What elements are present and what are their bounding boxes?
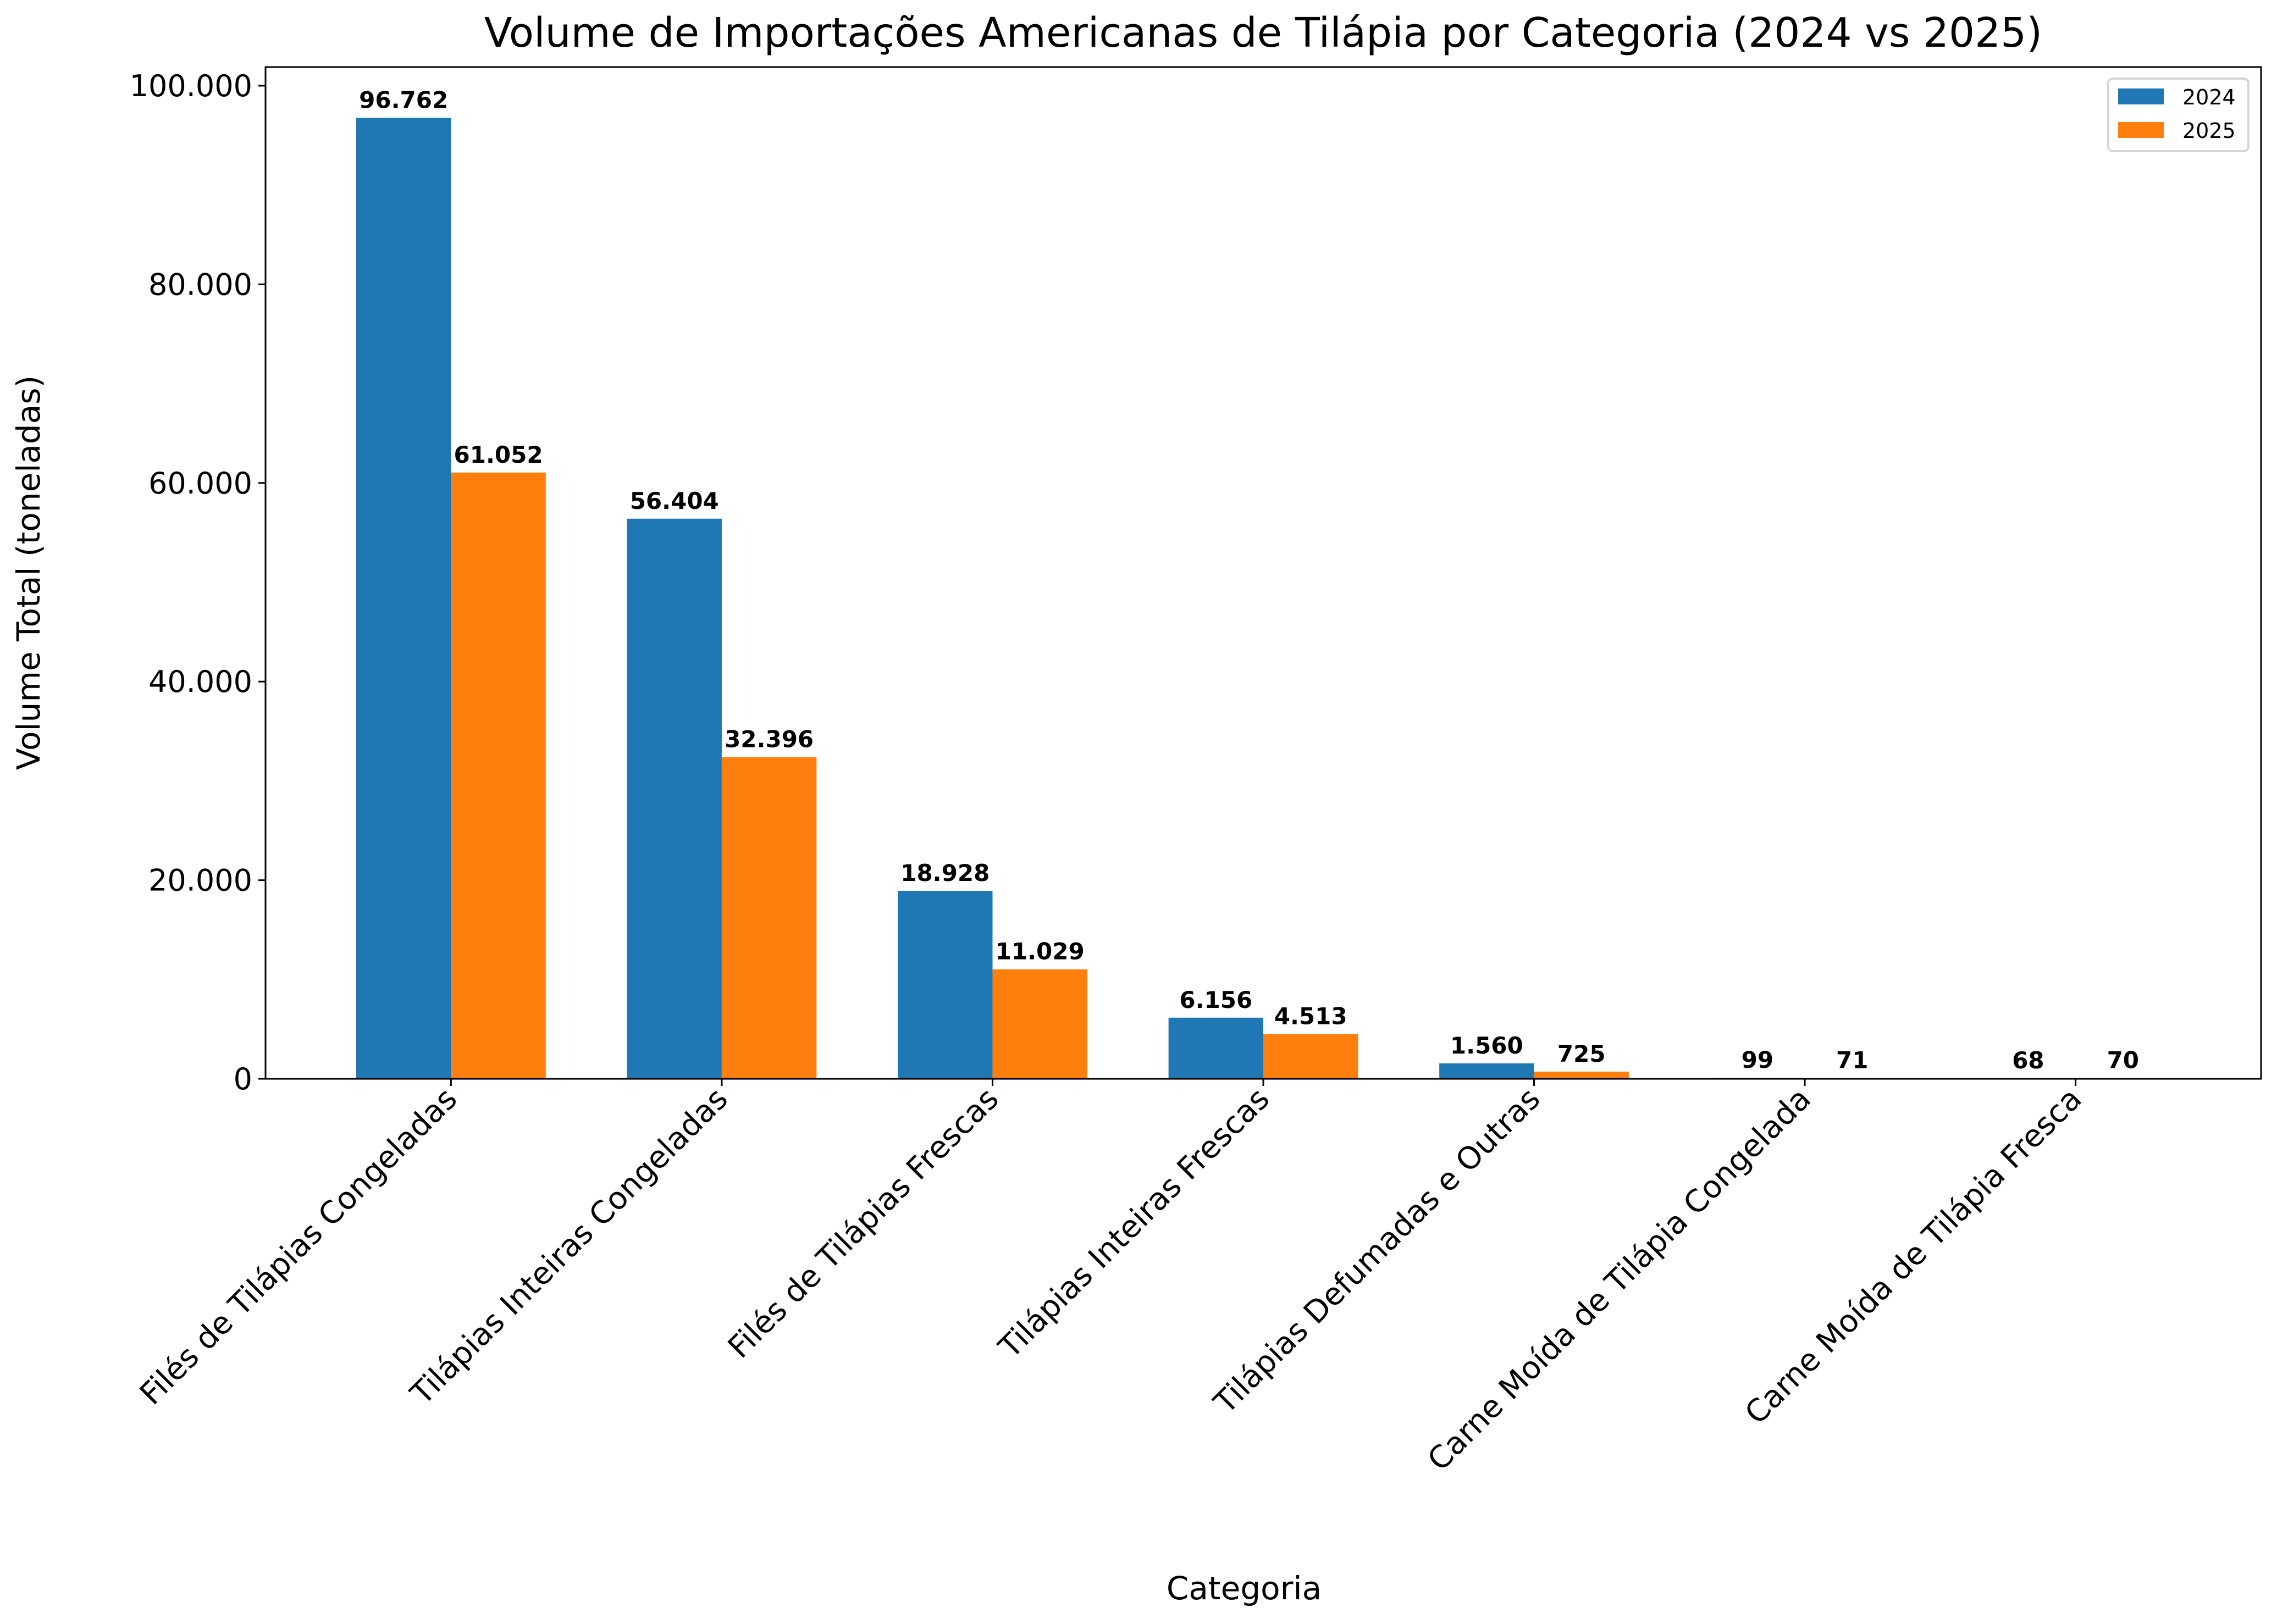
x-tick-label: Carne Moída de Tilápia Fresca [1738, 1081, 2089, 1432]
y-axis-label: Volume Total (toneladas) [10, 375, 47, 770]
legend-swatch-2024 [2118, 88, 2164, 104]
y-tick-label: 60.000 [148, 466, 252, 501]
x-tick-label: Filés de Tilápias Frescas [721, 1081, 1005, 1365]
data-label-2025-5: 71 [1836, 1047, 1868, 1074]
x-tick-label: Tilápias Inteiras Congeladas [404, 1081, 735, 1412]
legend: 2024 2025 [2107, 77, 2250, 152]
x-tick-label: Filés de Tilápias Congeladas [133, 1081, 464, 1412]
data-label-2024-1: 56.404 [630, 487, 719, 514]
legend-label-2024: 2024 [2182, 85, 2236, 109]
y-tick-label: 80.000 [148, 267, 252, 302]
data-label-2024-2: 18.928 [900, 860, 990, 886]
bar-2024-2 [898, 890, 993, 1079]
y-tick-label: 40.000 [148, 664, 252, 699]
data-label-2024-5: 99 [1742, 1046, 1773, 1073]
data-label-2025-2: 11.029 [996, 938, 1085, 965]
data-label-2024-3: 6.156 [1179, 986, 1252, 1013]
data-label-2025-4: 725 [1557, 1040, 1606, 1067]
data-label-2025-3: 4.513 [1274, 1002, 1347, 1029]
bar-2024-1 [627, 518, 722, 1079]
bar-2025-4 [1534, 1071, 1629, 1079]
x-axis-label: Categoria [1167, 1570, 1322, 1607]
x-tick-label: Tilápias Defumadas e Outras [1207, 1081, 1548, 1421]
bar-2025-1 [721, 757, 817, 1079]
bar-2025-0 [451, 472, 546, 1079]
bar-2024-3 [1168, 1017, 1263, 1079]
data-label-2024-0: 96.762 [359, 86, 448, 113]
bar-2025-3 [1263, 1034, 1358, 1079]
y-tick-label: 0 [234, 1062, 252, 1096]
bar-2025-2 [992, 969, 1087, 1079]
data-label-2025-1: 32.396 [725, 726, 814, 753]
y-tick-label: 100.000 [130, 69, 252, 103]
data-label-2025-6: 70 [2107, 1047, 2139, 1074]
data-label-2024-4: 1.560 [1450, 1032, 1523, 1059]
bar-2024-4 [1439, 1063, 1534, 1079]
data-label-2025-0: 61.052 [454, 441, 543, 468]
legend-swatch-2025 [2118, 122, 2164, 138]
axes-frame [264, 66, 2262, 1080]
y-tick-label: 20.000 [148, 863, 252, 898]
legend-label-2025: 2025 [2182, 119, 2236, 143]
data-label-2024-6: 68 [2012, 1047, 2044, 1074]
chart-title: Volume de Importações Americanas de Tilá… [484, 9, 2042, 57]
x-tick-label: Tilápias Inteiras Frescas [992, 1081, 1276, 1366]
bar-2024-0 [356, 118, 451, 1079]
